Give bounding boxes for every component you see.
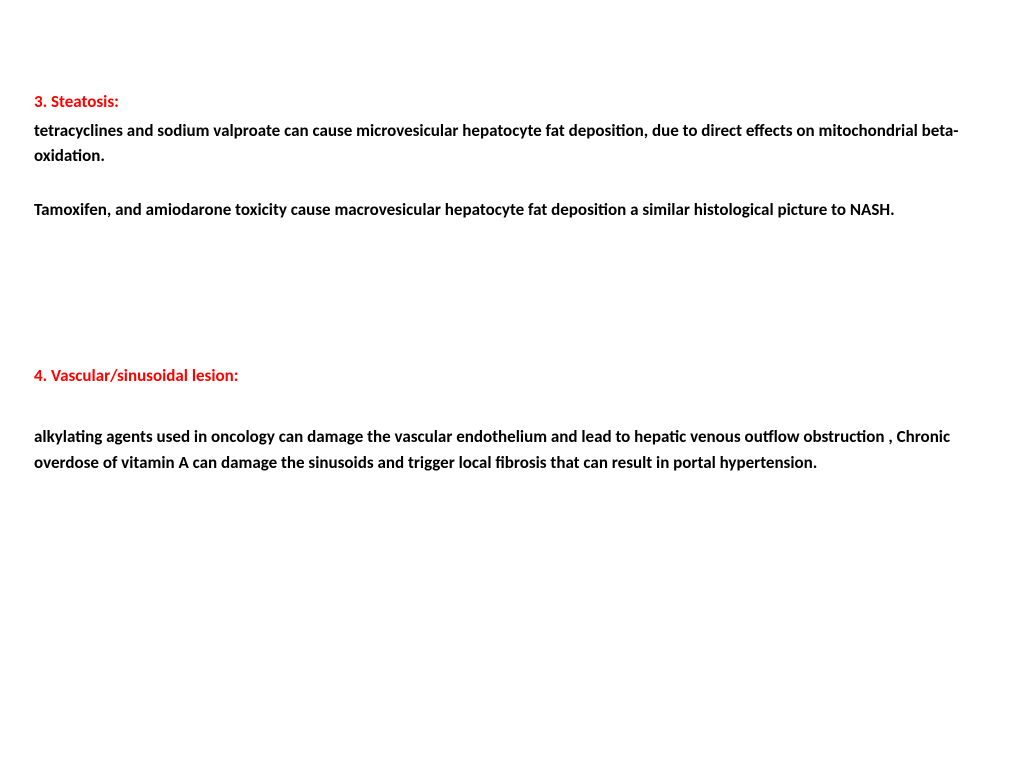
- section-heading-vascular: 4. Vascular/sinusoidal lesion:: [34, 364, 990, 388]
- steatosis-paragraph-2: Tamoxifen, and amiodarone toxicity cause…: [34, 197, 990, 223]
- steatosis-paragraph-1: tetracyclines and sodium valproate can c…: [34, 118, 990, 169]
- section-heading-steatosis: 3. Steatosis:: [34, 90, 990, 114]
- vascular-paragraph-1: alkylating agents used in oncology can d…: [34, 424, 990, 475]
